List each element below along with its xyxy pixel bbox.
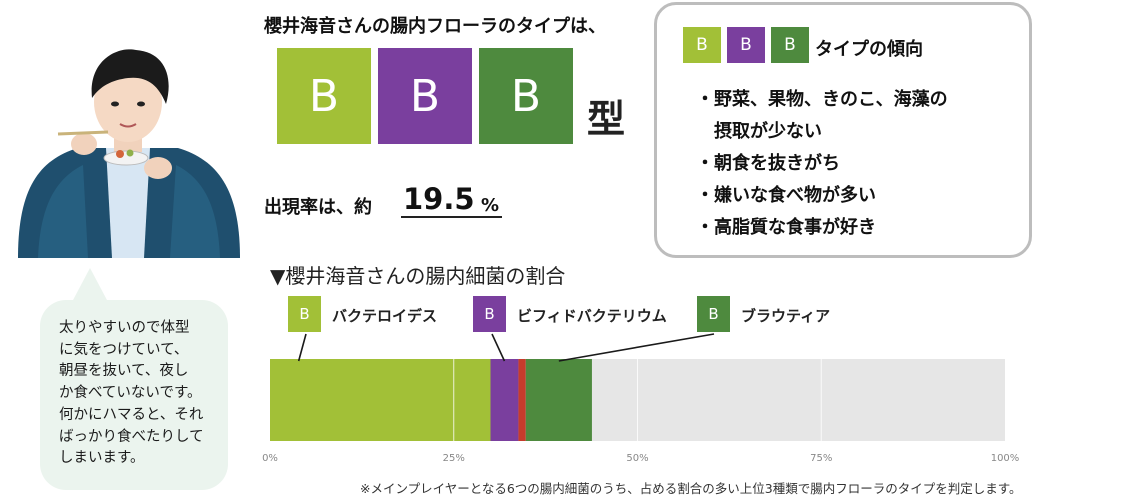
- speech-bubble: [40, 300, 228, 490]
- x-tick-label: 0%: [262, 453, 278, 464]
- card-badge-3: B: [771, 27, 809, 63]
- bar-segment: [270, 359, 491, 441]
- legend-label-bifido: ビフィドバクテリウム: [517, 307, 667, 325]
- legend-label-blautia: ブラウティア: [741, 307, 831, 325]
- card-item: ・高脂質な食事が好き: [696, 217, 876, 238]
- type-letter-bifido: B: [378, 48, 472, 144]
- rate-value: 19.5: [403, 182, 475, 216]
- card-badge-2: B: [727, 27, 765, 63]
- legend-leader-line: [297, 333, 307, 362]
- bar-segment: [525, 359, 592, 441]
- rate-unit: %: [481, 195, 500, 216]
- card-item: ・嫌いな食べ物が多い: [696, 185, 876, 206]
- rate-underline: [401, 216, 502, 218]
- x-tick-label: 50%: [626, 453, 648, 464]
- card-badge-1: B: [683, 27, 721, 63]
- x-tick-label: 25%: [443, 453, 465, 464]
- legend-badge-bifido: B: [473, 296, 506, 332]
- bar-segment: [518, 359, 526, 441]
- x-tick-label: 100%: [991, 453, 1020, 464]
- section-title: ▼櫻井海音さんの腸内細菌の割合: [270, 264, 566, 288]
- legend-badge-blautia: B: [697, 296, 730, 332]
- type-letter-prevotella: B: [479, 48, 573, 144]
- headline: 櫻井海音さんの腸内フローラのタイプは、: [264, 16, 606, 37]
- rate-label: 出現率は、約: [264, 197, 372, 218]
- person-illustration: [18, 49, 240, 258]
- footnote: ※メインプレイヤーとなる6つの腸内細菌のうち、占める割合の多い上位3種類で腸内フ…: [360, 481, 1022, 496]
- legend-leader-line: [558, 333, 715, 362]
- bar-segment: [490, 359, 519, 441]
- legend-leader-line: [491, 333, 506, 362]
- card-item: 摂取が少ない: [696, 121, 822, 142]
- legend-label-bacteroides: バクテロイデス: [332, 307, 438, 325]
- speech-bubble-text: 太りやすいので体型 に気をつけていて、 朝昼を抜いて、夜し か食べていないです。…: [59, 320, 204, 467]
- legend-badge-bacteroides: B: [288, 296, 321, 332]
- type-suffix: 型: [587, 97, 626, 141]
- type-letter-bacteroides: B: [277, 48, 371, 144]
- speech-bubble-tail: [72, 268, 108, 302]
- card-item: ・野菜、果物、きのこ、海藻の: [696, 89, 948, 110]
- card-item: ・朝食を抜きがち: [696, 153, 840, 174]
- card-title: タイプの傾向: [815, 39, 923, 60]
- x-tick-label: 75%: [810, 453, 832, 464]
